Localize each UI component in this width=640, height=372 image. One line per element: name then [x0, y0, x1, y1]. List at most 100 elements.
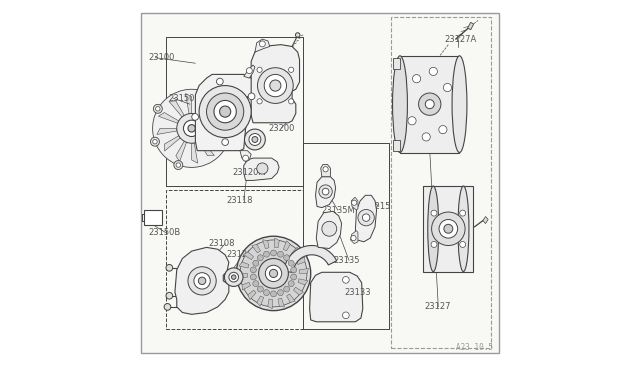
- Circle shape: [174, 161, 183, 170]
- Polygon shape: [244, 65, 255, 78]
- Circle shape: [188, 267, 216, 295]
- Circle shape: [431, 212, 465, 246]
- Polygon shape: [145, 210, 162, 225]
- Circle shape: [278, 251, 284, 257]
- Circle shape: [362, 214, 370, 221]
- Circle shape: [322, 221, 337, 236]
- Polygon shape: [252, 244, 260, 253]
- Polygon shape: [240, 151, 251, 162]
- Polygon shape: [392, 58, 400, 69]
- Circle shape: [244, 129, 266, 150]
- Circle shape: [429, 67, 437, 76]
- Polygon shape: [321, 164, 330, 177]
- Polygon shape: [468, 22, 474, 30]
- Polygon shape: [298, 279, 308, 285]
- Circle shape: [460, 210, 466, 216]
- Circle shape: [460, 241, 466, 247]
- Polygon shape: [262, 240, 269, 248]
- Polygon shape: [316, 177, 335, 208]
- Circle shape: [194, 273, 211, 289]
- Circle shape: [408, 117, 416, 125]
- Circle shape: [351, 235, 356, 241]
- Ellipse shape: [428, 186, 439, 272]
- Text: A23 10.5: A23 10.5: [456, 343, 493, 352]
- Circle shape: [177, 113, 207, 143]
- Circle shape: [431, 241, 437, 247]
- Circle shape: [342, 312, 349, 319]
- Circle shape: [225, 268, 243, 286]
- Circle shape: [425, 100, 434, 109]
- Text: 23150B: 23150B: [148, 228, 180, 237]
- Circle shape: [259, 41, 266, 47]
- Text: 23150: 23150: [168, 94, 195, 103]
- Polygon shape: [169, 101, 184, 117]
- Text: 23120N: 23120N: [227, 250, 259, 259]
- Circle shape: [156, 106, 160, 111]
- Circle shape: [269, 269, 278, 278]
- Circle shape: [252, 137, 258, 142]
- Circle shape: [257, 286, 263, 292]
- Polygon shape: [164, 136, 180, 151]
- Circle shape: [248, 93, 255, 100]
- Polygon shape: [316, 211, 342, 248]
- Circle shape: [291, 267, 296, 273]
- Polygon shape: [176, 141, 187, 161]
- Polygon shape: [251, 45, 300, 123]
- Polygon shape: [203, 106, 219, 121]
- Polygon shape: [248, 290, 256, 300]
- Circle shape: [232, 275, 236, 279]
- Ellipse shape: [452, 56, 467, 153]
- Polygon shape: [159, 112, 179, 123]
- Polygon shape: [296, 257, 305, 264]
- Text: 23127: 23127: [424, 302, 451, 311]
- Polygon shape: [291, 247, 299, 257]
- Polygon shape: [206, 122, 227, 128]
- Circle shape: [257, 255, 263, 261]
- Circle shape: [257, 99, 262, 104]
- Circle shape: [284, 255, 290, 261]
- Polygon shape: [268, 299, 273, 309]
- Polygon shape: [195, 74, 255, 151]
- Polygon shape: [300, 269, 308, 273]
- Text: 23102: 23102: [246, 286, 272, 295]
- Circle shape: [291, 274, 296, 280]
- Polygon shape: [255, 39, 270, 52]
- Circle shape: [413, 75, 420, 83]
- Circle shape: [439, 125, 447, 134]
- Polygon shape: [196, 95, 207, 115]
- Polygon shape: [242, 282, 250, 290]
- Circle shape: [289, 99, 294, 104]
- Circle shape: [444, 83, 452, 92]
- Text: 23177: 23177: [437, 224, 464, 233]
- Circle shape: [164, 304, 171, 310]
- Circle shape: [199, 86, 251, 138]
- Polygon shape: [175, 247, 229, 314]
- Polygon shape: [392, 140, 400, 151]
- Polygon shape: [483, 217, 488, 224]
- Circle shape: [220, 106, 230, 117]
- Circle shape: [323, 167, 328, 172]
- Text: 23118: 23118: [227, 196, 253, 205]
- Circle shape: [236, 236, 310, 311]
- Text: 23127A: 23127A: [445, 35, 477, 44]
- Polygon shape: [157, 128, 177, 134]
- Polygon shape: [239, 273, 248, 278]
- Circle shape: [229, 272, 239, 282]
- Circle shape: [419, 93, 441, 115]
- Ellipse shape: [392, 56, 408, 153]
- Circle shape: [257, 67, 262, 73]
- Circle shape: [150, 137, 159, 146]
- Polygon shape: [244, 252, 253, 260]
- Bar: [390, 17, 491, 348]
- Bar: [166, 190, 303, 329]
- Circle shape: [243, 155, 248, 161]
- Circle shape: [222, 139, 228, 145]
- Circle shape: [152, 89, 231, 167]
- Circle shape: [270, 80, 281, 91]
- Circle shape: [216, 78, 223, 85]
- Circle shape: [166, 264, 173, 271]
- Polygon shape: [257, 296, 264, 306]
- Circle shape: [250, 274, 257, 280]
- Circle shape: [240, 240, 307, 307]
- Circle shape: [198, 277, 206, 285]
